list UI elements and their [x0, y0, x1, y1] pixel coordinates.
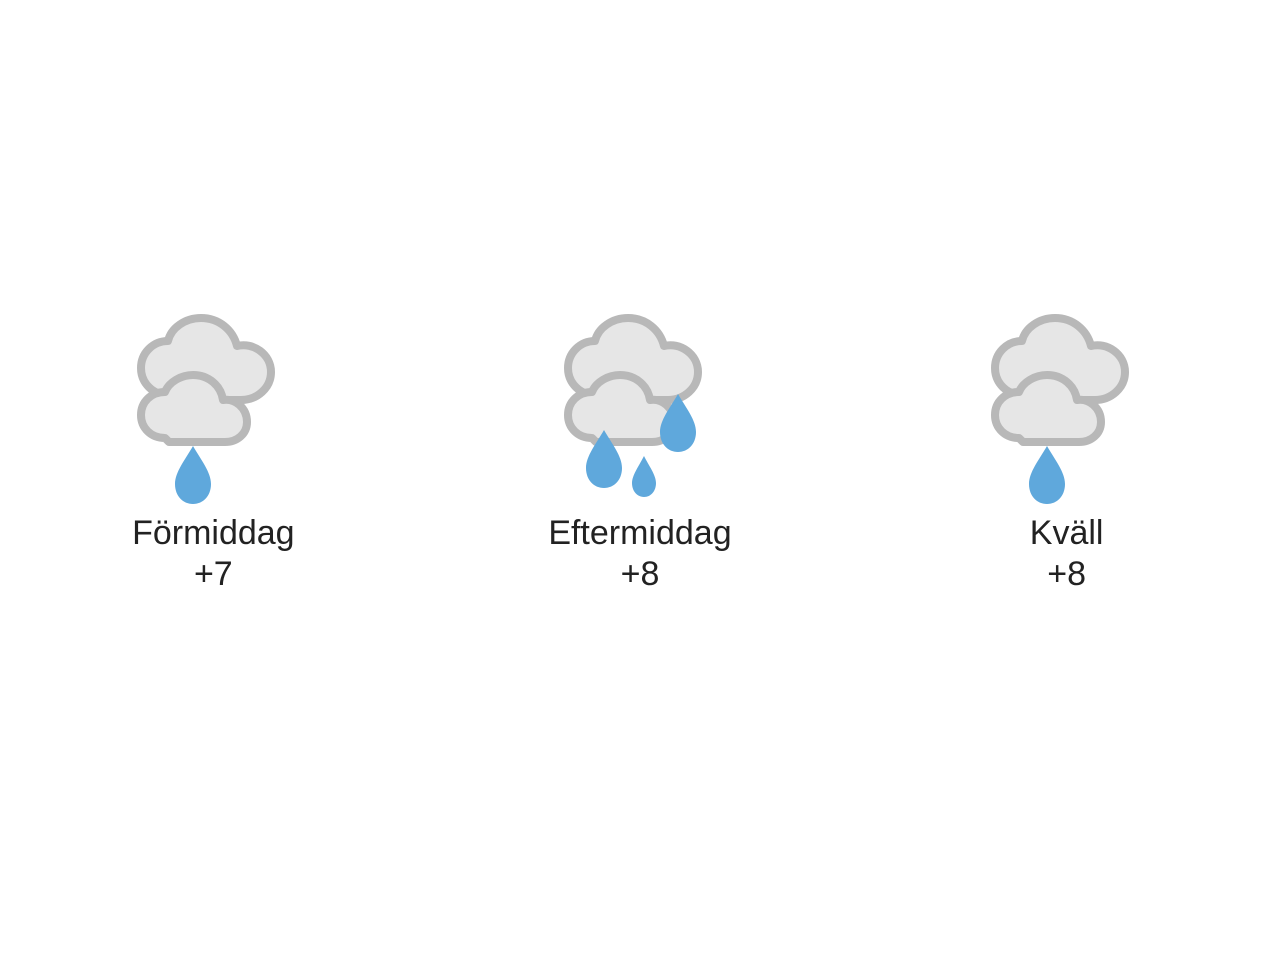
temperature-label: +8	[1047, 555, 1086, 594]
rain-cloud-icon	[540, 310, 740, 510]
forecast-row: Förmiddag +7 Eftermiddag +8	[0, 0, 1280, 594]
temperature-label: +7	[194, 555, 233, 594]
temperature-label: +8	[621, 555, 660, 594]
period-label: Kväll	[1030, 514, 1104, 553]
forecast-item-afternoon: Eftermiddag +8	[427, 310, 854, 594]
rain-cloud-icon	[113, 310, 313, 510]
period-label: Förmiddag	[132, 514, 295, 553]
period-label: Eftermiddag	[548, 514, 731, 553]
forecast-item-evening: Kväll +8	[853, 310, 1280, 594]
rain-cloud-icon	[967, 310, 1167, 510]
forecast-item-morning: Förmiddag +7	[0, 310, 427, 594]
